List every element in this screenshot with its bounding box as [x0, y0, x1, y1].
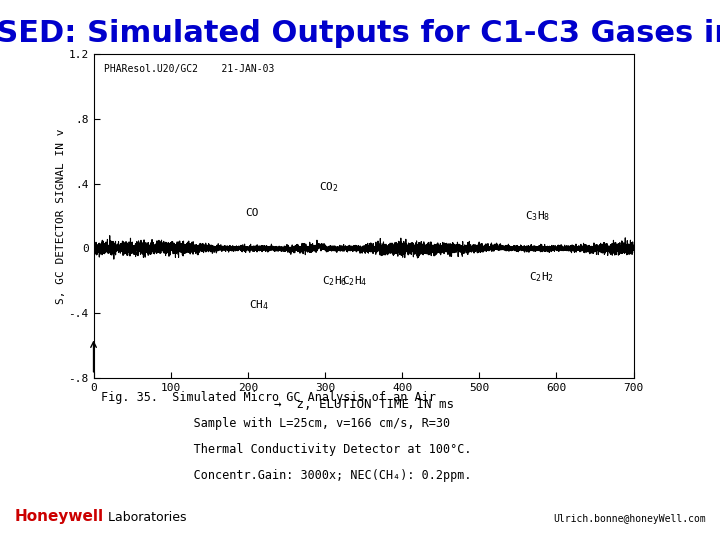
Text: PHAResol.U20/GC2    21-JAN-03: PHAResol.U20/GC2 21-JAN-03 [104, 64, 275, 74]
Text: Thermal Conductivity Detector at 100°C.: Thermal Conductivity Detector at 100°C. [101, 443, 472, 456]
Text: Laboratories: Laboratories [104, 511, 187, 524]
Text: Sample with L=25cm, v=166 cm/s, R=30: Sample with L=25cm, v=166 cm/s, R=30 [101, 417, 450, 430]
Text: CO$_2$: CO$_2$ [319, 180, 338, 194]
Text: C$_2$H$_6$: C$_2$H$_6$ [322, 274, 347, 288]
Text: Concentr.Gain: 3000x; NEC(CH₄): 0.2ppm.: Concentr.Gain: 3000x; NEC(CH₄): 0.2ppm. [101, 469, 472, 482]
Text: C$_3$H$_8$: C$_3$H$_8$ [525, 209, 550, 223]
Y-axis label: S, GC DETECTOR SIGNAL IN v: S, GC DETECTOR SIGNAL IN v [55, 128, 66, 303]
Text: PHASED: Simulated Outputs for C1-C3 Gases in Air: PHASED: Simulated Outputs for C1-C3 Gase… [0, 19, 720, 48]
Text: C$_2$H$_4$: C$_2$H$_4$ [341, 274, 367, 288]
X-axis label: →  z, ELUTION TIME IN ms: → z, ELUTION TIME IN ms [274, 399, 454, 411]
Text: Fig. 35.  Simulated Micro GC Analysis of an Air: Fig. 35. Simulated Micro GC Analysis of … [101, 392, 436, 404]
Text: Honeywell: Honeywell [14, 509, 104, 524]
Text: Ulrich.bonne@honeyWell.com: Ulrich.bonne@honeyWell.com [553, 514, 706, 524]
Text: CH$_4$: CH$_4$ [249, 298, 269, 312]
Text: C$_2$H$_2$: C$_2$H$_2$ [528, 271, 554, 285]
Text: CO: CO [245, 208, 258, 218]
